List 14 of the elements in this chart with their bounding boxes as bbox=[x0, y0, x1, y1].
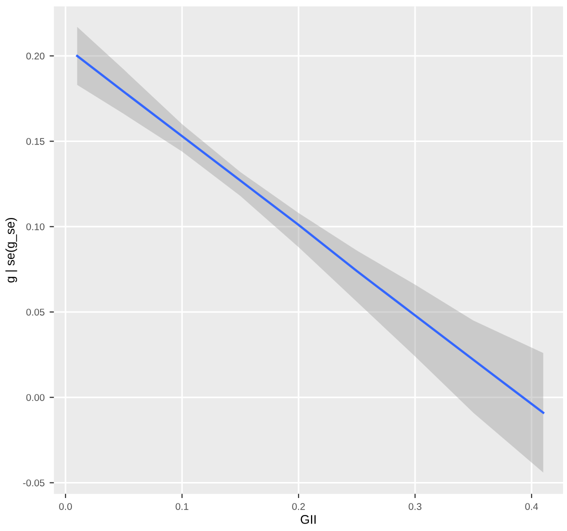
y-tick-label: 0.15 bbox=[26, 138, 44, 145]
x-tick-label: 0.1 bbox=[176, 503, 188, 510]
x-tick-label: 0.3 bbox=[408, 503, 422, 510]
y-tick-label: -0.05 bbox=[23, 479, 44, 486]
line-series bbox=[76, 54, 544, 414]
y-tick-label: 0.10 bbox=[26, 223, 44, 230]
y-tick-label: 0.00 bbox=[26, 394, 44, 401]
x-tick-label: 0.4 bbox=[525, 503, 538, 510]
x-tick-label: 0.2 bbox=[292, 503, 305, 510]
y-tick-label: 0.20 bbox=[26, 52, 44, 60]
x-tick-label: 0.0 bbox=[59, 503, 72, 510]
x-axis-title: GII bbox=[300, 515, 316, 524]
y-axis-title: g | se(g_se) bbox=[5, 218, 18, 282]
y-tick-label: 0.05 bbox=[26, 308, 44, 316]
